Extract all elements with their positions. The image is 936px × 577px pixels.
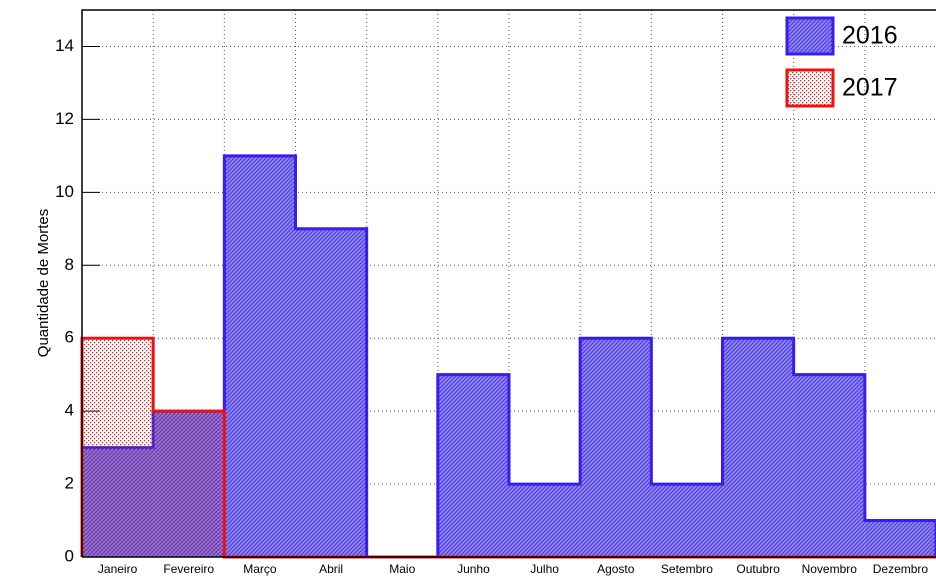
legend-swatch (785, 68, 835, 108)
legend-swatch (785, 16, 835, 56)
x-tick-label: Julho (530, 562, 559, 576)
x-tick-label: Setembro (661, 562, 713, 576)
bar (437, 374, 509, 557)
x-tick-label: Maio (389, 562, 415, 576)
x-tick-label: Agosto (597, 562, 635, 576)
y-tick-label: 0 (65, 546, 74, 565)
x-tick-label: Abril (319, 562, 343, 576)
y-tick-label: 10 (55, 182, 74, 201)
x-tick-label: Outubro (736, 562, 780, 576)
bar (224, 155, 296, 557)
histogram-outline (80, 154, 936, 559)
x-tick-label: Março (243, 562, 277, 576)
bar (295, 228, 367, 558)
bar (722, 338, 794, 557)
x-tick-label: Janeiro (98, 562, 138, 576)
bar (509, 484, 581, 557)
bar (651, 484, 723, 557)
bar (153, 411, 225, 557)
legend-label: 2017 (842, 74, 898, 102)
bar (580, 338, 652, 557)
y-tick-label: 8 (65, 255, 74, 274)
y-tick-label: 2 (65, 474, 74, 493)
y-tick-label: 12 (55, 109, 74, 128)
x-tick-label: Dezembro (873, 562, 929, 576)
y-tick-label: 6 (65, 328, 74, 347)
frame (81, 9, 936, 557)
bar (864, 520, 936, 557)
legend-label: 2016 (842, 22, 898, 50)
bar (82, 338, 154, 557)
y-tick-label: 4 (65, 401, 74, 420)
y-axis-label: Quantidade de Mortes (35, 209, 52, 357)
x-tick-label: Fevereiro (163, 562, 214, 576)
bar (793, 374, 865, 557)
x-tick-label: Junho (457, 562, 490, 576)
y-tick-label: 14 (55, 36, 74, 55)
x-tick-label: Novembro (802, 562, 858, 576)
